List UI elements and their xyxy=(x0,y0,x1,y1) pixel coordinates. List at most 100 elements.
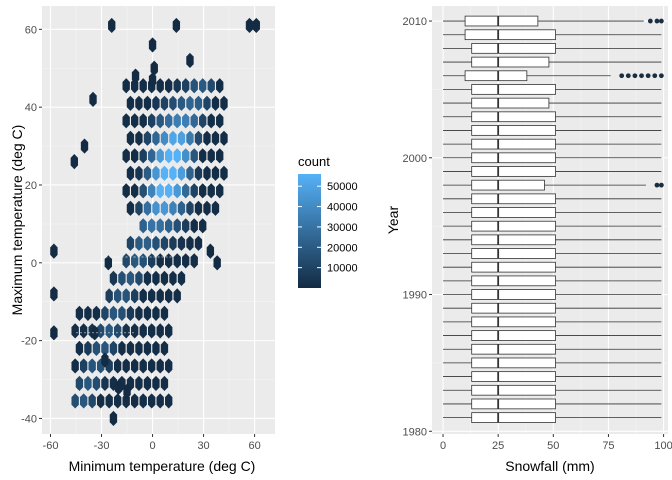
hexbin-cell xyxy=(211,130,220,146)
hexbin-outlier-cell xyxy=(213,255,221,271)
hexbin-cell xyxy=(126,235,135,251)
hexbin-cell xyxy=(220,130,228,146)
hexbin-cell xyxy=(143,200,152,216)
hexbin-cell xyxy=(156,393,164,409)
hexbin-cell xyxy=(75,305,84,321)
boxplot-iqr-rect xyxy=(471,152,556,164)
hexbin-cell xyxy=(156,78,164,94)
hexbin-cell xyxy=(126,95,135,111)
hexbin-cell xyxy=(173,288,181,304)
hexbin-cell xyxy=(199,78,207,94)
hexbin-cell xyxy=(122,288,130,304)
hexbin-y-tick-label: 0 xyxy=(31,258,37,270)
hexbin-cell xyxy=(186,95,194,111)
hexbin-cell xyxy=(71,358,79,374)
boxplot-box-1983 xyxy=(443,384,662,396)
hexbin-cell xyxy=(211,200,220,216)
hexbin-y-axis-title: Maximum temperature (deg C) xyxy=(9,125,25,316)
hexbin-cell xyxy=(88,358,96,374)
hexbin-cell xyxy=(148,323,156,339)
hexbin-cell xyxy=(182,183,190,199)
boxplot-iqr-rect xyxy=(471,179,545,191)
boxplot-box-2009 xyxy=(443,29,662,41)
hexbin-cell xyxy=(152,305,160,321)
hexbin-cell xyxy=(194,95,203,111)
hexbin-cell xyxy=(169,235,177,251)
hexbin-cell xyxy=(135,235,143,251)
hexbin-cell xyxy=(190,78,198,94)
boxplot-outlier-point xyxy=(647,18,653,24)
hexbin-cell xyxy=(139,288,147,304)
hexbin-cell xyxy=(143,235,152,251)
hexbin-cell xyxy=(131,358,139,374)
hexbin-cell xyxy=(139,148,147,164)
boxplot-x-axis-title: Snowfall (mm) xyxy=(505,458,594,474)
boxplot-outlier-point xyxy=(652,73,658,79)
hexbin-outlier-cell xyxy=(206,243,215,259)
hexbin-cell xyxy=(199,113,207,129)
boxplot-panel-background xyxy=(432,6,668,434)
hexbin-cell xyxy=(75,375,84,392)
hexbin-x-tick-label: 0 xyxy=(149,440,155,452)
boxplot-iqr-rect xyxy=(471,357,556,369)
hexbin-outlier-cell xyxy=(89,91,97,107)
hexbin-cell xyxy=(118,270,126,286)
hexbin-cell xyxy=(143,130,152,146)
hexbin-cell xyxy=(199,183,207,199)
hexbin-cell xyxy=(160,95,169,111)
boxplot-iqr-rect xyxy=(471,234,556,246)
hexbin-cell xyxy=(182,148,190,164)
hexbin-cell xyxy=(114,358,122,374)
hexbin-cell xyxy=(156,183,164,199)
hexbin-cell xyxy=(165,393,173,409)
boxplot-box-1981 xyxy=(443,412,662,423)
hexbin-cell xyxy=(165,78,173,94)
boxplot-box-1996 xyxy=(443,207,662,218)
hexbin-cell xyxy=(92,375,101,392)
boxplot-box-2000 xyxy=(443,152,662,164)
legend-ticks: 10000 20000 30000 40000 50000 xyxy=(298,181,358,275)
hexbin-outlier-cell xyxy=(104,255,113,271)
hexbin-cell xyxy=(143,270,152,286)
hexbin-cell xyxy=(143,375,152,392)
hexbin-cell xyxy=(114,323,122,339)
hexbin-cell xyxy=(177,130,186,146)
boxplot-y-tick-label: 2000 xyxy=(403,153,427,165)
boxplot-boxes xyxy=(443,15,664,423)
hexbin-outlier-cell xyxy=(245,17,254,34)
hexbin-cell xyxy=(194,235,203,251)
hexbin-cell xyxy=(169,95,177,111)
hexbin-cell xyxy=(165,183,173,199)
hexbin-cell xyxy=(156,358,164,374)
boxplot-iqr-rect xyxy=(464,15,539,27)
hexbin-cell xyxy=(177,235,186,251)
hexbin-cell xyxy=(135,130,143,146)
hexbin-cell xyxy=(165,113,173,129)
hexbin-cell xyxy=(182,113,190,129)
boxplot-iqr-rect xyxy=(471,56,550,68)
hexbin-cell xyxy=(135,270,143,286)
hexbin-cell xyxy=(165,218,173,234)
boxplot-iqr-rect xyxy=(471,384,556,396)
hexbin-cell xyxy=(122,253,130,269)
hexbin-cell xyxy=(186,130,194,146)
hexbin-cell xyxy=(156,218,164,234)
hexbin-cell xyxy=(79,323,88,339)
hexbin-cell xyxy=(156,148,164,164)
hexbin-cell xyxy=(79,393,88,409)
hexbin-cell xyxy=(114,288,122,304)
boxplot-box-1997 xyxy=(443,193,662,205)
hexbin-cell xyxy=(84,305,92,321)
hexbin-cell xyxy=(156,113,164,129)
hexbin-cell xyxy=(148,393,156,409)
boxplot-outlier-point xyxy=(625,73,631,79)
hexbin-cell xyxy=(182,253,190,269)
boxplot-chart: 0 25 50 75 100 1980 1990 2000 2010 Snowfall (mm… xyxy=(385,6,672,474)
hexbin-x-tick-label: 60 xyxy=(248,440,260,452)
hexbin-cell xyxy=(186,235,194,251)
boxplot-y-axis-title: Year xyxy=(385,206,401,235)
hexbin-cell xyxy=(131,253,139,269)
hexbin-y-ticks: -40 -20 0 20 40 60 xyxy=(21,24,42,425)
boxplot-outlier-point xyxy=(658,18,664,24)
